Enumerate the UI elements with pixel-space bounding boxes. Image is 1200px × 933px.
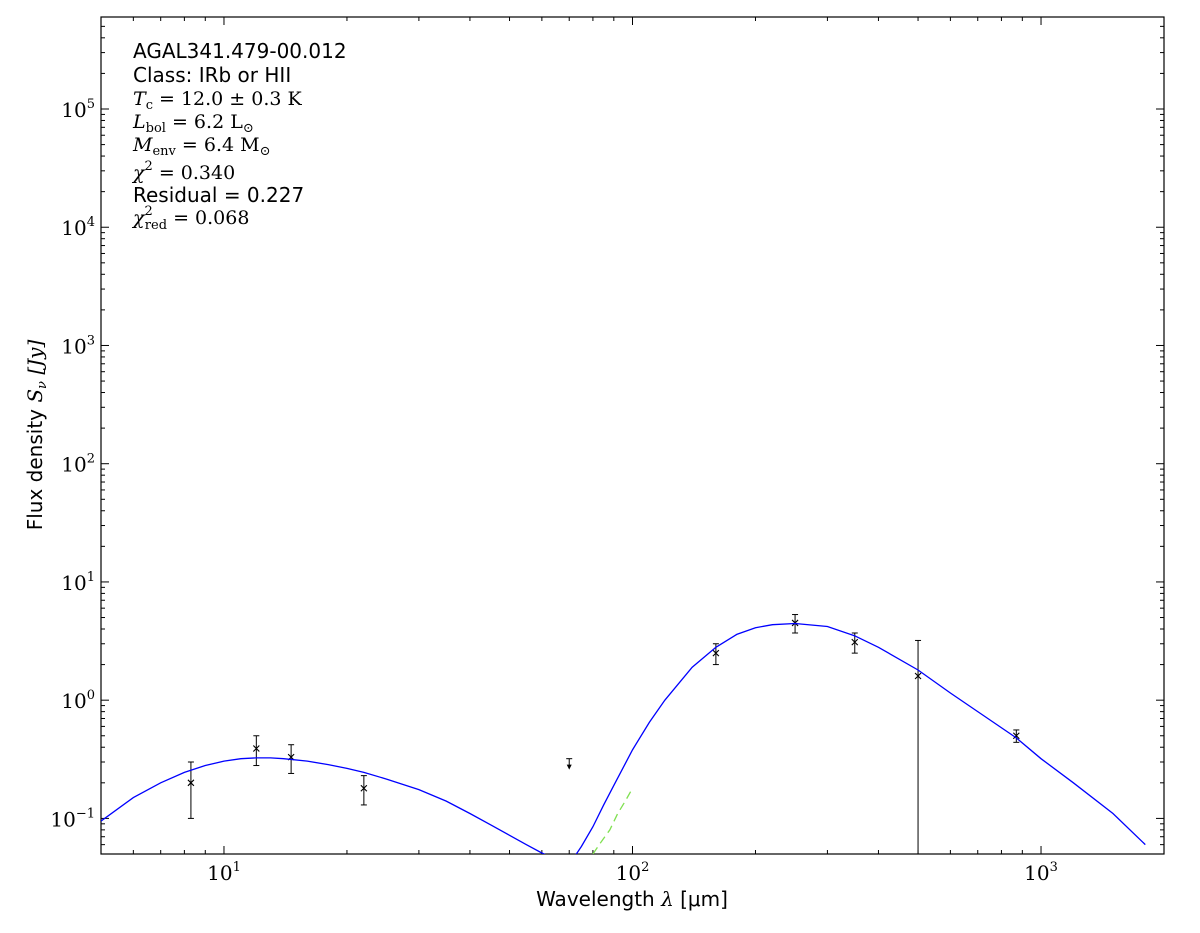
y-axis-title: Flux density Sν [Jy] <box>23 340 50 531</box>
lbol-annotation: Lbol = 6.2 L⊙ <box>132 111 254 136</box>
data-point-marker <box>360 784 368 792</box>
class-label: Class: IRb or HII <box>133 63 291 87</box>
source-name: AGAL341.479-00.012 <box>133 39 347 63</box>
chi2-annotation: χ2 = 0.340 <box>131 159 235 184</box>
annotation-block: AGAL341.479-00.012 Class: IRb or HII Tc … <box>131 39 347 233</box>
data-point-marker <box>914 672 922 680</box>
chi2-red-annotation: χ2 red = 0.068 <box>131 204 249 233</box>
menv-annotation: Menv = 6.4 M⊙ <box>132 134 271 159</box>
data-point-marker <box>851 638 859 646</box>
plot-frame <box>100 16 1165 855</box>
data-point-marker <box>187 779 195 787</box>
y-tick-label: 103 <box>61 333 95 358</box>
x-tick-label: 102 <box>616 860 650 885</box>
residual-annotation: Residual = 0.227 <box>133 183 304 207</box>
y-tick-label: 104 <box>61 215 95 240</box>
tick-labels: 101 102 103 10−1 100 101 102 103 104 105 <box>50 97 1058 885</box>
data-point-marker <box>712 649 720 657</box>
series-layer <box>101 614 1146 854</box>
y-tick-label: 105 <box>61 97 95 122</box>
axis-ticks <box>100 16 1165 855</box>
x-tick-label: 101 <box>207 860 241 885</box>
x-axis-title: Wavelength λ [μm] <box>536 887 728 911</box>
data-point-marker <box>1012 732 1020 740</box>
y-tick-label: 10−1 <box>50 806 95 831</box>
y-tick-label: 100 <box>61 688 95 713</box>
y-tick-label: 102 <box>61 452 95 477</box>
data-point-marker <box>252 745 260 752</box>
sed-model-line <box>101 622 1146 854</box>
upper-limit-arrow <box>566 764 572 770</box>
y-tick-label: 101 <box>61 570 95 595</box>
x-tick-label: 103 <box>1024 860 1058 885</box>
tc-annotation: Tc = 12.0 ± 0.3 K <box>133 88 303 113</box>
dashed-model-line <box>592 787 634 854</box>
